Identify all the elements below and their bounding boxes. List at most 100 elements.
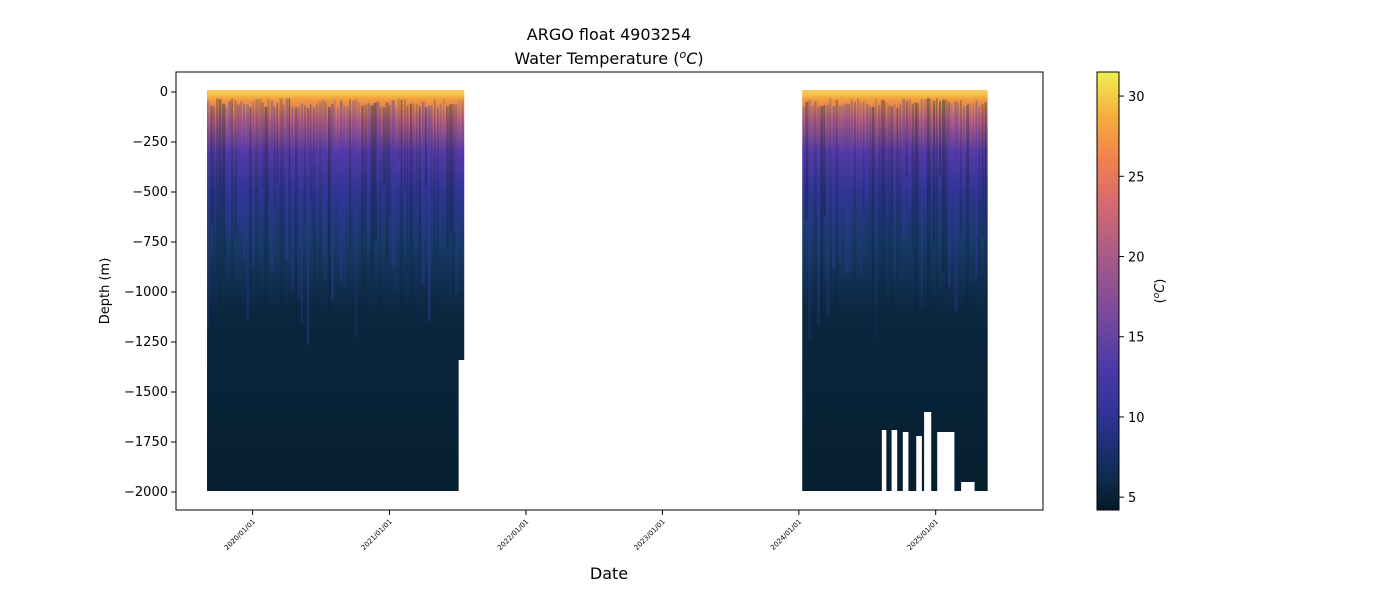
colorbar-tick-label: 20 [1128, 251, 1145, 266]
profile-streak [437, 107, 439, 324]
profile-streak [346, 106, 350, 208]
y-tick-label: −750 [132, 235, 168, 250]
profile-streak [975, 100, 978, 278]
profile-streak [948, 102, 951, 288]
profile-streak [823, 105, 826, 217]
profile-streak [349, 99, 351, 251]
profile-gap [924, 412, 932, 510]
profile-streak [856, 98, 860, 187]
profile-streak [850, 99, 853, 197]
profile-streak [811, 105, 815, 197]
profile-streak [832, 106, 836, 270]
profile-streak [872, 106, 875, 299]
profile-streak [902, 98, 905, 236]
profile-streak [939, 100, 942, 177]
profile-gap [891, 430, 898, 510]
profile-streak [829, 98, 832, 308]
profile-streak [409, 103, 413, 335]
profile-gap [881, 430, 887, 510]
profile-streak [841, 105, 845, 209]
profile-streak [449, 104, 453, 234]
profile-streak [340, 100, 343, 282]
profile-streak [844, 103, 848, 274]
x-axis: 2020/01/01 2021/01/01 2022/01/01 2023/01/01… [223, 510, 940, 552]
profile-streak [935, 98, 938, 300]
profile-streak [942, 99, 946, 273]
profile-gap [937, 432, 955, 510]
profile-streak [361, 105, 364, 306]
profile-streak [863, 101, 865, 211]
profile-streak [415, 103, 418, 205]
profile-streak [322, 100, 325, 258]
profile-streak [853, 101, 856, 278]
profile-streak [216, 98, 219, 284]
profile-streak [294, 107, 298, 346]
profile-streak [237, 104, 241, 227]
profile-streak [945, 99, 949, 290]
profile-streak [288, 98, 291, 248]
profile-streak [814, 101, 817, 308]
profile-streak [817, 106, 820, 325]
profile-streak [364, 104, 367, 309]
profile-gap [458, 360, 467, 510]
profile-streak [328, 107, 331, 332]
profile-streak [969, 102, 971, 284]
profile-streak [234, 99, 238, 236]
profile-streak [303, 105, 306, 226]
profile-streak [406, 105, 409, 272]
profile-streak [866, 104, 869, 200]
profile-streak [869, 106, 872, 255]
profile-streak [397, 99, 400, 160]
profile-streak [835, 100, 838, 306]
profile-streak [972, 103, 974, 174]
profile-streak [252, 101, 255, 267]
profile-streak [984, 102, 987, 316]
profile-streak [951, 104, 953, 264]
profile-streak [403, 99, 407, 191]
surface-band [207, 90, 465, 95]
profile-streak [847, 103, 851, 272]
profile-streak [911, 103, 914, 254]
colorbar-tick-label: 5 [1128, 491, 1136, 506]
profile-streak [424, 107, 428, 186]
x-axis-label: Date [590, 564, 628, 583]
profile-streak [379, 105, 382, 338]
profile-streak [802, 106, 806, 167]
profile-streak [261, 102, 264, 189]
profile-gap [902, 432, 909, 510]
profile-streak [446, 106, 449, 250]
profile-streak [878, 105, 881, 327]
profile-streak [963, 106, 965, 190]
profile-streak [376, 101, 380, 176]
surface-band [802, 90, 988, 95]
profile-streak [225, 106, 228, 227]
profile-streak [400, 99, 403, 321]
profile-streak [966, 104, 969, 325]
profile-streak [908, 98, 911, 211]
profile-streak [443, 98, 445, 200]
x-tick-label: 2020/01/01 [223, 518, 257, 552]
profile-streak [282, 104, 285, 267]
profile-streak [957, 103, 959, 249]
profile-streak [859, 102, 863, 276]
profile-streak [461, 100, 464, 222]
chart-title: ARGO float 4903254 [527, 25, 691, 44]
y-tick-label: −1750 [124, 435, 168, 450]
profile-streak [929, 98, 932, 330]
profile-streak [373, 102, 377, 242]
y-tick-label: 0 [160, 85, 168, 100]
profile-streak [899, 104, 902, 267]
profile-streak [279, 98, 283, 324]
profile-streak [306, 107, 310, 345]
profile-streak [875, 98, 877, 337]
profile-streak [978, 106, 981, 289]
profile-streak [222, 103, 226, 280]
profile-streak [318, 101, 322, 298]
profile-streak [427, 105, 431, 322]
profile-streak [808, 100, 811, 339]
profile-streak [881, 99, 885, 300]
profile-gap [961, 482, 975, 510]
profile-streak [228, 100, 232, 238]
profile-streak [887, 104, 890, 276]
